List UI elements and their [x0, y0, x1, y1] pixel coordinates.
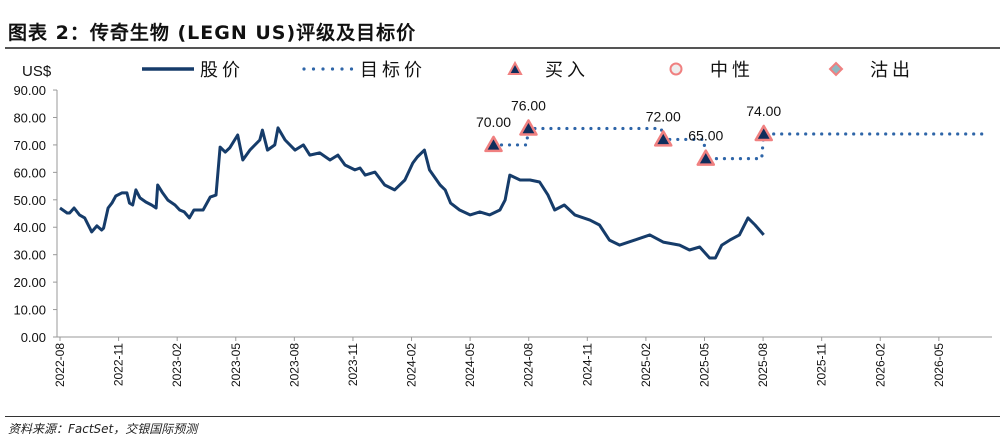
y-tick-label: 0.00: [21, 330, 46, 345]
x-tick-label: 2026-05: [932, 343, 946, 387]
source-divider: [5, 416, 1000, 417]
target-price-label: 72.00: [646, 108, 681, 124]
target-price-label: 70.00: [476, 114, 511, 130]
triangle-icon: [507, 60, 523, 75]
source-note: 资料来源：FactSet，交银国际预测: [8, 422, 198, 436]
x-tick-label: 2025-05: [697, 343, 711, 387]
x-tick-label: 2023-11: [346, 343, 360, 386]
x-tick-label: 2024-05: [463, 343, 477, 387]
x-tick-label: 2023-08: [287, 343, 301, 387]
y-tick-label: 60.00: [13, 165, 46, 180]
x-tick-label: 2024-11: [580, 343, 594, 386]
x-tick-label: 2024-08: [522, 343, 536, 387]
y-tick-label: 30.00: [13, 248, 46, 263]
chart-title: 图表 2：传奇生物 (LEGN US)评级及目标价: [8, 22, 417, 44]
x-tick-label: 2023-05: [229, 343, 243, 387]
legend-item: 买入: [507, 60, 589, 80]
y-tick-label: 90.00: [13, 83, 46, 98]
buy-rating-marker: [653, 130, 673, 147]
target-price-label: 76.00: [511, 97, 546, 113]
x-tick-label: 2022-11: [112, 343, 126, 386]
y-tick-label: 40.00: [13, 220, 46, 235]
y-tick-label: 10.00: [13, 303, 46, 318]
buy-rating-marker: [519, 119, 538, 136]
target-price-label: 65.00: [688, 128, 723, 144]
circle-icon: [669, 62, 683, 76]
y-axis-unit: US$: [22, 63, 52, 80]
legend-item: 目标价: [302, 60, 426, 80]
x-tick-label: 2025-08: [756, 343, 770, 387]
legend-label: 沽出: [870, 60, 914, 80]
title-divider: [5, 47, 1000, 49]
y-tick-label: 80.00: [13, 110, 46, 125]
y-tick-label: 50.00: [13, 193, 46, 208]
price-series-line: [59, 126, 765, 260]
buy-rating-marker: [696, 149, 716, 166]
diamond-icon: [828, 61, 844, 77]
legend-label: 买入: [545, 60, 589, 80]
x-tick-label: 2023-02: [170, 343, 184, 387]
legend-label: 股价: [200, 60, 244, 80]
y-tick-label: 70.00: [13, 138, 46, 153]
price-target-chart: 0.00 10.00 20.00 30.00 40.00 50.00 60.00 70.00 8…: [13, 60, 992, 387]
x-tick-label: 2022-08: [53, 343, 67, 387]
target-price-label: 74.00: [746, 103, 781, 119]
legend-label: 目标价: [360, 60, 426, 80]
x-tick-label: 2025-02: [639, 343, 653, 387]
legend-item: 沽出: [828, 60, 914, 80]
x-tick-label: 2026-02: [873, 343, 887, 387]
target-price-line: [491, 126, 990, 161]
buy-rating-marker: [484, 135, 503, 153]
legend-label: 中性: [710, 60, 754, 80]
y-tick-label: 20.00: [13, 275, 46, 290]
x-tick-label: 2025-11: [815, 343, 829, 386]
legend-item: 中性: [669, 60, 754, 80]
legend-item: 股价: [142, 60, 244, 80]
buy-rating-marker: [754, 124, 773, 142]
legend: 股价 目标价 买入 中性 沽出: [142, 60, 914, 80]
x-tick-label: 2024-02: [405, 343, 419, 387]
